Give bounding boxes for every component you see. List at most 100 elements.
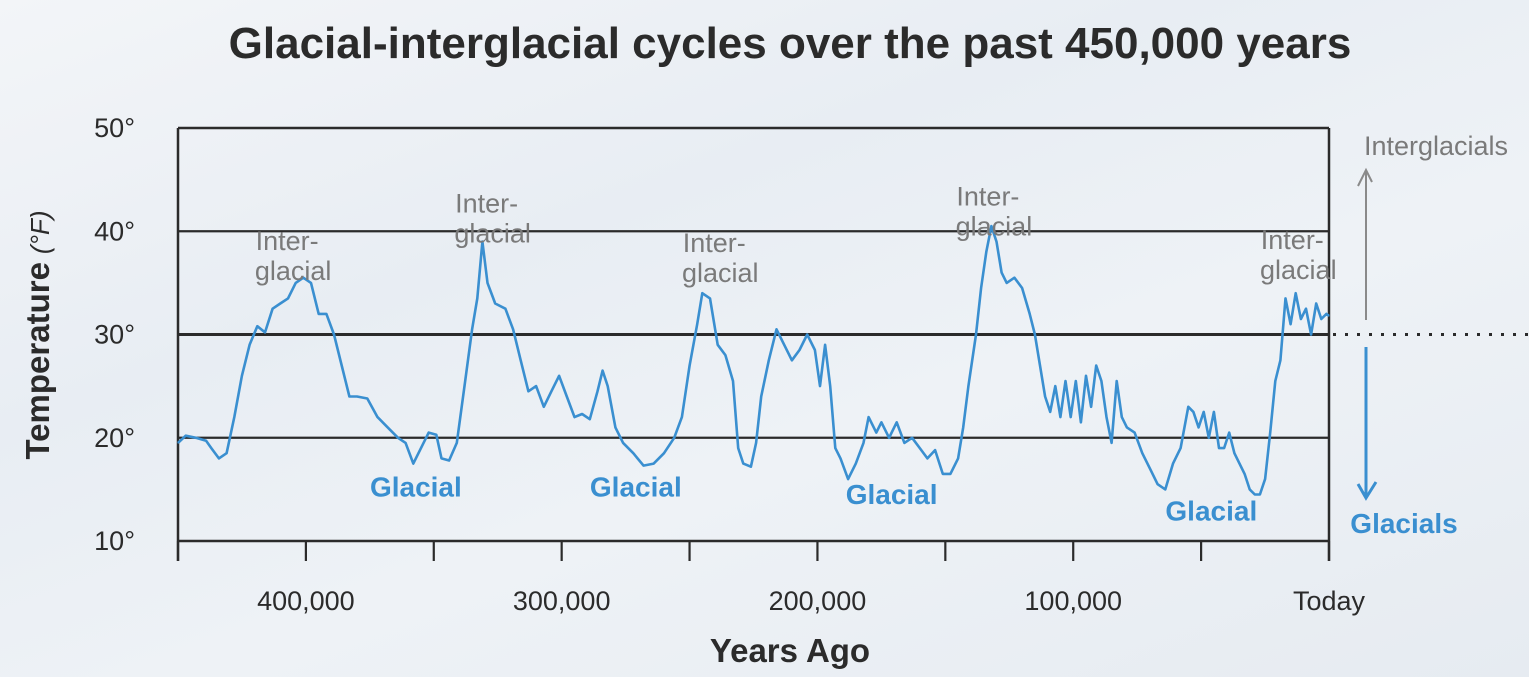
data-point <box>397 437 399 439</box>
data-point <box>1029 313 1031 315</box>
data-point <box>1203 411 1205 413</box>
data-point <box>471 328 473 330</box>
data-point <box>717 344 719 346</box>
data-point <box>272 308 274 310</box>
data-point <box>1295 292 1297 294</box>
data-point <box>440 457 443 459</box>
data-point <box>225 452 228 454</box>
data-point <box>663 452 665 454</box>
data-point <box>1006 282 1008 284</box>
data-point <box>581 413 583 415</box>
data-point <box>589 418 591 420</box>
data-point <box>632 452 634 454</box>
y-axis-unit: (°F) <box>25 210 55 254</box>
data-point <box>1105 416 1108 418</box>
data-point <box>1100 380 1102 382</box>
data-point <box>420 447 422 449</box>
data-point <box>241 375 243 377</box>
data-point <box>463 385 466 387</box>
data-point <box>1254 493 1256 496</box>
data-point <box>1300 318 1302 320</box>
glacial-label: Glacial <box>1165 495 1257 526</box>
data-point <box>768 359 770 361</box>
data-point <box>1054 385 1056 387</box>
data-point <box>962 426 964 429</box>
data-point <box>456 442 458 444</box>
data-point <box>875 431 877 434</box>
data-point <box>1149 468 1151 470</box>
x-tick-label: Today <box>1293 586 1366 616</box>
data-point <box>990 225 992 227</box>
interglacial-label: Inter-glacial <box>682 228 759 288</box>
data-point <box>210 447 212 449</box>
data-point <box>750 466 752 468</box>
data-point <box>249 344 251 346</box>
data-point <box>1134 431 1136 434</box>
data-point <box>742 462 744 465</box>
data-point <box>1269 431 1271 434</box>
data-point <box>701 292 703 294</box>
data-point <box>435 434 437 436</box>
legend-glacials-label: Glacials <box>1350 508 1457 539</box>
glacial-label: Glacial <box>370 472 462 503</box>
annotation-layer: Inter-glacial Inter-glacial Inter-glacial I… <box>255 181 1337 526</box>
data-point <box>1243 473 1246 475</box>
legend: Interglacials Glacials <box>1350 131 1508 539</box>
legend-interglacials-label: Interglacials <box>1364 131 1508 161</box>
data-point <box>1013 277 1015 279</box>
data-point <box>481 240 483 243</box>
data-point <box>888 437 890 439</box>
data-point <box>1080 421 1082 423</box>
tick-layer: 50° 40° 30° 20° 10° 400,000 300,000 200,000 100,… <box>94 113 1365 616</box>
data-point <box>1075 380 1077 382</box>
data-point <box>1290 323 1292 325</box>
data-point <box>724 354 726 356</box>
data-point <box>868 416 870 418</box>
data-point <box>1192 411 1195 413</box>
data-point <box>1218 447 1220 449</box>
axis-layer <box>176 126 1331 561</box>
data-point <box>596 390 599 392</box>
data-point <box>1249 488 1251 490</box>
data-point <box>428 431 430 434</box>
y-axis-label: Temperature (°F) <box>19 210 56 459</box>
data-point <box>448 459 450 462</box>
data-point <box>1213 411 1215 413</box>
data-point <box>862 442 865 444</box>
data-point <box>550 390 553 392</box>
data-point <box>1310 333 1312 336</box>
series-layer <box>177 224 1330 496</box>
arrow-up-icon <box>1357 167 1373 187</box>
data-point <box>681 416 683 418</box>
data-point <box>1157 483 1159 485</box>
data-point <box>1116 380 1118 382</box>
x-tick-label: 100,000 <box>1024 586 1122 616</box>
x-axis-label: Years Ago <box>710 632 870 669</box>
data-point <box>512 328 514 330</box>
data-point <box>1110 442 1113 444</box>
x-tick-label: 300,000 <box>513 586 611 616</box>
interglacial-label: Inter-glacial <box>255 226 332 286</box>
y-axis-title: Temperature <box>19 262 56 459</box>
data-point <box>1264 478 1266 480</box>
data-point <box>1070 416 1072 418</box>
data-point <box>896 421 898 423</box>
data-point <box>1233 452 1235 454</box>
data-point <box>295 282 297 284</box>
data-point <box>926 457 929 459</box>
data-point <box>1021 287 1023 289</box>
y-tick-label: 30° <box>94 320 135 350</box>
data-point <box>783 344 785 346</box>
data-point <box>709 297 711 299</box>
data-point <box>1223 447 1225 449</box>
data-point <box>1064 380 1067 382</box>
data-point <box>903 442 906 444</box>
interglacial-label: Inter-glacial <box>956 181 1033 241</box>
svg-text:Temperature(°F): Temperature (°F) <box>19 210 56 459</box>
data-point <box>696 323 698 325</box>
data-point <box>919 447 921 449</box>
temperature-series-line <box>177 224 1330 496</box>
data-point <box>1208 437 1210 439</box>
data-point <box>824 344 826 346</box>
data-point <box>333 333 335 336</box>
